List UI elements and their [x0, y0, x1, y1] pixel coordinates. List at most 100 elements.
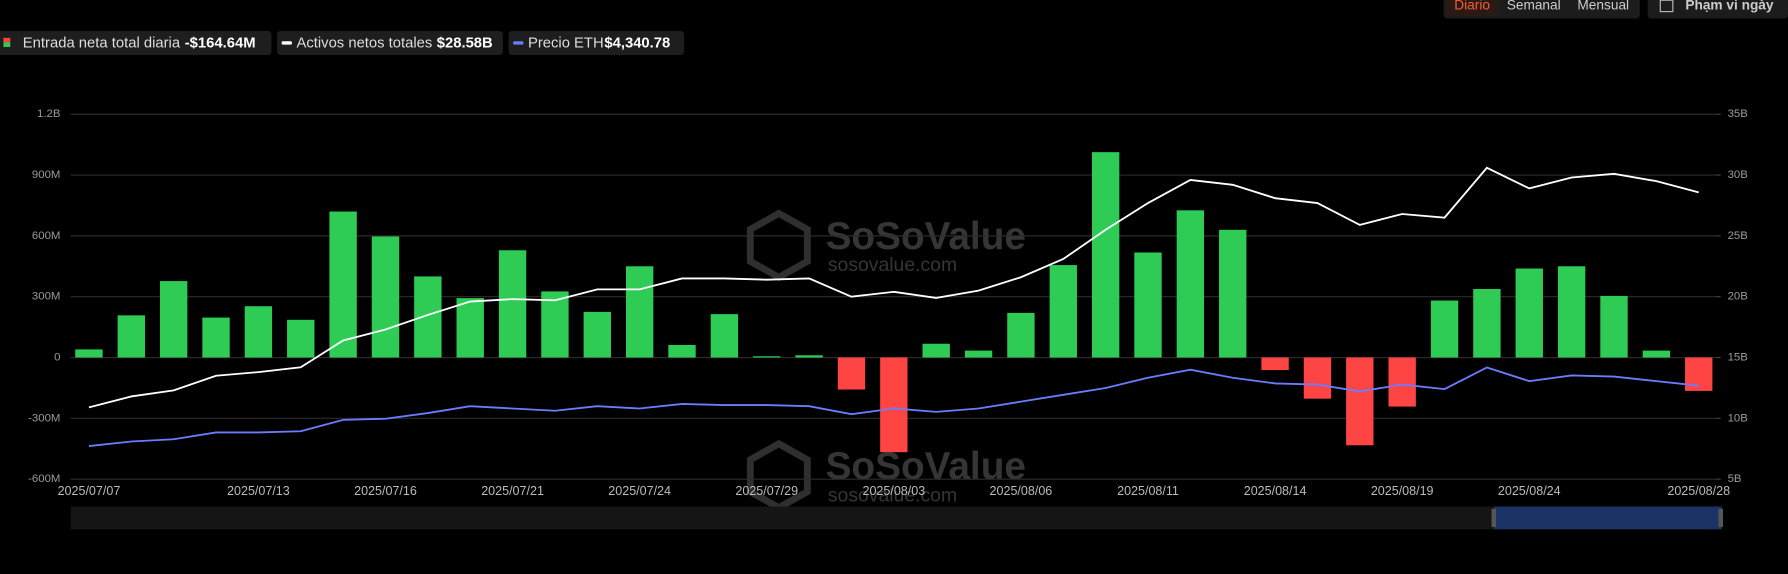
line: [88, 166, 1699, 409]
legend-swatch: [513, 41, 524, 45]
watermark: SoSoValue sosovalue.com SoSoValue sosova…: [746, 209, 1026, 512]
bar: [1303, 357, 1332, 399]
x-tick-label: 2025/07/21: [481, 484, 544, 498]
legend-chip: [508, 31, 685, 55]
legend-chip: [277, 31, 503, 55]
bar: [1007, 312, 1035, 358]
x-tick-label: 2025/08/06: [990, 484, 1053, 498]
bar: [795, 355, 823, 358]
watermark-site: sosovalue.com: [828, 254, 957, 276]
y-tick-label: -300M: [28, 412, 60, 424]
legend-label: Activos netos totales: [296, 35, 432, 51]
bar: [668, 344, 696, 358]
y2-tick-label: 35B: [1728, 108, 1748, 120]
x-tick-label: 2025/07/16: [354, 484, 417, 498]
y-tick-label: 1.2B: [37, 108, 60, 120]
navigator[interactable]: [70, 506, 1722, 530]
bar: [498, 250, 527, 358]
x-tick-label: 2025/07/29: [735, 484, 798, 498]
tab[interactable]: Diario: [1454, 0, 1490, 13]
navigator-selection[interactable]: [1493, 506, 1722, 530]
legend-swatch: [3, 42, 11, 47]
bar: [1430, 300, 1459, 358]
tab[interactable]: Semanal: [1507, 0, 1561, 13]
bar: [583, 311, 611, 358]
bar: [1642, 350, 1671, 358]
bar: [1219, 229, 1247, 358]
x-tick-label: 2025/07/13: [227, 484, 290, 498]
x-tick-label: 2025/08/24: [1498, 484, 1561, 498]
legend-label: Precio ETH: [528, 35, 604, 51]
bar: [1388, 357, 1416, 407]
legend-value: $28.58B: [437, 35, 493, 51]
legend-value: $4,340.78: [604, 35, 670, 51]
date-range-button[interactable]: [1647, 0, 1788, 19]
bar: [541, 291, 569, 358]
bar: [1176, 210, 1205, 358]
legend-swatch: [281, 41, 292, 45]
bar: [371, 236, 400, 358]
bar: [1261, 357, 1289, 371]
date-range-label[interactable]: Phạm vi ngày: [1685, 0, 1774, 13]
bar: [456, 298, 484, 358]
bar: [1346, 357, 1374, 446]
bar: [159, 281, 188, 358]
bar: [753, 356, 781, 358]
bar: [922, 343, 950, 358]
bar: [414, 276, 442, 358]
bar: [244, 306, 273, 358]
bar: [202, 317, 230, 358]
y-tick-label: 0: [54, 352, 60, 364]
bar: [75, 349, 103, 358]
bar: [1515, 268, 1543, 358]
y2-tick-label: 25B: [1728, 230, 1748, 242]
bar: [1134, 252, 1162, 358]
y2-tick-label: 5B: [1728, 473, 1742, 485]
bar: [1473, 288, 1501, 358]
bar: [880, 357, 908, 453]
x-tick-label: 2025/08/14: [1244, 484, 1307, 498]
bar: [1091, 152, 1120, 358]
bar: [710, 314, 739, 358]
bar: [837, 357, 866, 390]
navigator-handle[interactable]: [1491, 508, 1497, 528]
navigator-handle[interactable]: [1718, 508, 1724, 528]
x-tick-label: 2025/08/03: [862, 484, 925, 498]
tab[interactable]: Mensual: [1577, 0, 1629, 13]
y-tick-label: -600M: [28, 473, 60, 485]
x-tick-label: 2025/07/07: [58, 484, 121, 498]
y-tick-label: 900M: [32, 169, 61, 181]
legend-chip: [0, 31, 272, 55]
y2-tick-label: 10B: [1728, 412, 1748, 424]
bar: [287, 319, 315, 358]
y2-tick-label: 15B: [1728, 352, 1748, 364]
x-tick-label: 2025/08/11: [1117, 484, 1179, 498]
bar: [964, 350, 993, 358]
bar: [1049, 265, 1077, 358]
bar: [1557, 266, 1586, 358]
y2-tick-label: 30B: [1728, 169, 1748, 181]
legend-value: -$164.64M: [185, 35, 256, 51]
line: [88, 366, 1699, 447]
y2-tick-label: 20B: [1728, 291, 1748, 303]
bar: [625, 266, 654, 358]
calendar-icon: [1659, 0, 1674, 13]
bar: [1685, 357, 1713, 391]
legend-label: Entrada neta total diaria: [23, 35, 181, 51]
x-tick-label: 2025/08/19: [1371, 484, 1434, 498]
y-tick-label: 600M: [32, 230, 61, 242]
x-tick-label: 2025/08/28: [1667, 484, 1730, 498]
legend-swatch: [3, 37, 11, 43]
watermark-logo: [746, 209, 811, 282]
tab-active-bg: [1445, 0, 1499, 17]
watermark-site: sosovalue.com: [828, 484, 957, 506]
watermark-brand: SoSoValue: [826, 445, 1026, 488]
y-tick-label: 300M: [32, 291, 61, 303]
bar: [329, 211, 357, 358]
bar: [1600, 295, 1628, 358]
bar: [117, 315, 145, 358]
x-tick-label: 2025/07/24: [608, 484, 671, 498]
